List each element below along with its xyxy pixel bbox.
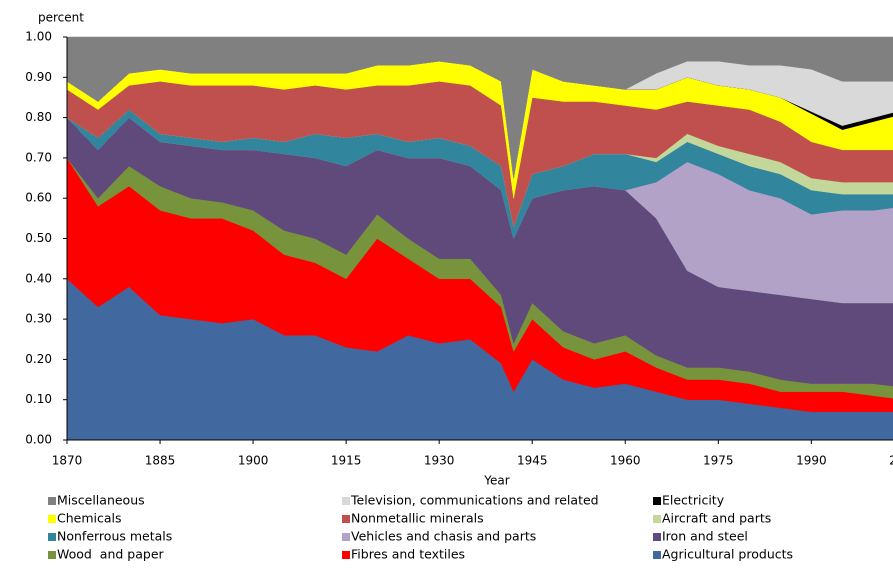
legend-label: Chemicals — [57, 511, 122, 526]
y-tick-label: 0.80 — [25, 110, 52, 124]
legend-swatch — [48, 551, 56, 559]
legend-swatch — [653, 551, 661, 559]
legend-label: Wood and paper — [57, 547, 165, 562]
legend-swatch — [48, 515, 56, 523]
legend-label: Nonmetallic minerals — [351, 511, 484, 526]
y-tick-label: 0.00 — [25, 433, 52, 447]
legend-swatch — [342, 533, 350, 541]
legend-label: Miscellaneous — [57, 493, 145, 508]
y-tick-label: 0.20 — [25, 352, 52, 366]
legend-label: Electricity — [662, 493, 725, 508]
x-axis-label: Year — [483, 474, 509, 488]
y-tick-label: 0.60 — [25, 191, 52, 205]
legend-swatch — [342, 551, 350, 559]
legend-swatch — [48, 533, 56, 541]
y-tick-label: 0.30 — [25, 312, 52, 326]
y-axis-label: percent — [38, 11, 84, 25]
legend-label: Agricultural products — [662, 547, 793, 562]
x-tick-label: 1990 — [796, 454, 827, 468]
y-tick-label: 0.70 — [25, 150, 52, 164]
legend-swatch — [653, 533, 661, 541]
area — [66, 36, 893, 179]
legend-label: Television, communications and related — [350, 493, 599, 508]
x-tick-label: 1885 — [145, 454, 176, 468]
legend-swatch — [342, 515, 350, 523]
y-tick-label: 0.90 — [25, 70, 52, 84]
x-tick-label: 1900 — [238, 454, 269, 468]
legend-swatch — [342, 497, 350, 505]
legend-label: Vehicles and chasis and parts — [351, 529, 536, 544]
legend-swatch — [48, 497, 56, 505]
x-tick-label: 1915 — [331, 454, 362, 468]
x-tick-label: 1930 — [424, 454, 455, 468]
y-tick-label: 1.00 — [25, 30, 52, 44]
x-tick-label: 1960 — [610, 454, 641, 468]
legend-label: Aircraft and parts — [662, 511, 771, 526]
x-tick-label: 2005 — [889, 454, 893, 468]
legend-label: Iron and steel — [662, 529, 748, 544]
x-tick-label: 1945 — [517, 454, 548, 468]
y-tick-label: 0.50 — [25, 231, 52, 245]
legend-label: Fibres and textiles — [351, 547, 465, 562]
x-tick-label: 1870 — [52, 454, 83, 468]
legend-swatch — [653, 497, 661, 505]
y-tick-label: 0.40 — [25, 271, 52, 285]
legend-label: Nonferrous metals — [57, 529, 172, 544]
y-tick-label: 0.10 — [25, 392, 52, 406]
legend-swatch — [653, 515, 661, 523]
x-tick-label: 1975 — [703, 454, 734, 468]
